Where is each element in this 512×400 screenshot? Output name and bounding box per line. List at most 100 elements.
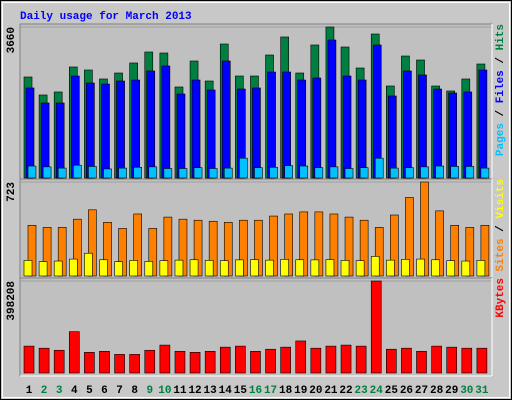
bar [86, 82, 95, 179]
bar [38, 261, 48, 277]
x-tick-label: 28 [430, 385, 444, 397]
bar [70, 75, 80, 179]
bar [204, 260, 214, 277]
bar [176, 93, 186, 179]
bar [38, 347, 50, 374]
bar [461, 347, 473, 374]
bar [118, 167, 127, 179]
bar [193, 167, 203, 179]
bar [357, 79, 367, 179]
legend-entry: Hits [495, 24, 507, 50]
bar [206, 89, 216, 179]
bar [325, 345, 337, 374]
x-tick-label: 2 [41, 385, 48, 397]
bar [310, 259, 320, 277]
bar [420, 166, 429, 179]
bar [297, 79, 307, 179]
bar [446, 260, 456, 277]
bar [405, 167, 414, 179]
bar [284, 165, 293, 179]
bar [370, 280, 382, 374]
bar [252, 87, 261, 179]
bar [386, 348, 397, 374]
bar [144, 261, 154, 277]
bar [235, 259, 244, 277]
chart-title: Daily usage for March 2013 [20, 11, 192, 23]
bar [431, 259, 440, 277]
legend-entry: Visits [495, 179, 507, 219]
x-tick-label: 16 [249, 385, 262, 397]
legend: KBytes [495, 278, 507, 318]
bar [178, 168, 188, 179]
bar [310, 347, 322, 374]
bar [101, 83, 110, 179]
bar [374, 157, 384, 179]
y-tick-label: 723 [6, 182, 18, 202]
bar [295, 340, 307, 374]
bar [129, 260, 138, 277]
bar [23, 345, 35, 374]
x-tick-label: 21 [324, 385, 338, 397]
bar [25, 87, 35, 179]
bar [99, 350, 110, 374]
bar [327, 39, 337, 179]
x-tick-label: 10 [158, 385, 171, 397]
bar [340, 344, 352, 374]
bar [133, 166, 142, 179]
bar [131, 79, 140, 179]
legend: Sites / Visits [495, 179, 507, 271]
bar [265, 348, 276, 374]
bar [88, 166, 97, 179]
x-tick-label: 6 [101, 385, 108, 397]
x-tick-label: 26 [400, 385, 413, 397]
legend-entry: Sites [495, 238, 507, 271]
bar [163, 168, 173, 179]
bar [148, 166, 158, 179]
bar [355, 260, 365, 277]
x-tick-label: 23 [355, 385, 369, 397]
bar [267, 71, 276, 179]
bar [174, 259, 184, 277]
bar [446, 346, 458, 374]
bar [299, 165, 309, 179]
bar [480, 167, 490, 179]
bar [433, 88, 442, 179]
x-tick-label: 31 [475, 385, 489, 397]
bar [280, 346, 291, 374]
bar [114, 261, 123, 277]
x-tick-label: 29 [445, 385, 458, 397]
bar [144, 349, 156, 374]
bar [370, 256, 380, 277]
bar [159, 260, 169, 277]
x-tick-label: 18 [279, 385, 293, 397]
bar [269, 166, 278, 179]
bar [386, 259, 395, 277]
bar [448, 92, 458, 179]
legend-entry: KBytes [495, 278, 507, 318]
bar [55, 102, 65, 179]
bar [146, 70, 156, 179]
x-tick-label: 22 [339, 385, 352, 397]
bar [250, 259, 259, 277]
x-tick-label: 12 [188, 385, 201, 397]
x-tick-label: 17 [264, 385, 277, 397]
bar [99, 259, 108, 277]
bar [476, 260, 486, 277]
bar [295, 259, 305, 277]
bar [250, 350, 261, 374]
bar [68, 258, 78, 277]
bar [359, 167, 369, 179]
bar [129, 354, 140, 374]
x-tick-label: 9 [146, 385, 153, 397]
bar [416, 350, 427, 374]
bar [476, 347, 488, 374]
x-tick-label: 27 [415, 385, 428, 397]
bar [340, 260, 350, 277]
bar [401, 259, 410, 277]
bar [450, 166, 460, 179]
bar [403, 70, 412, 179]
x-tick-label: 14 [219, 385, 233, 397]
bar [344, 168, 354, 179]
